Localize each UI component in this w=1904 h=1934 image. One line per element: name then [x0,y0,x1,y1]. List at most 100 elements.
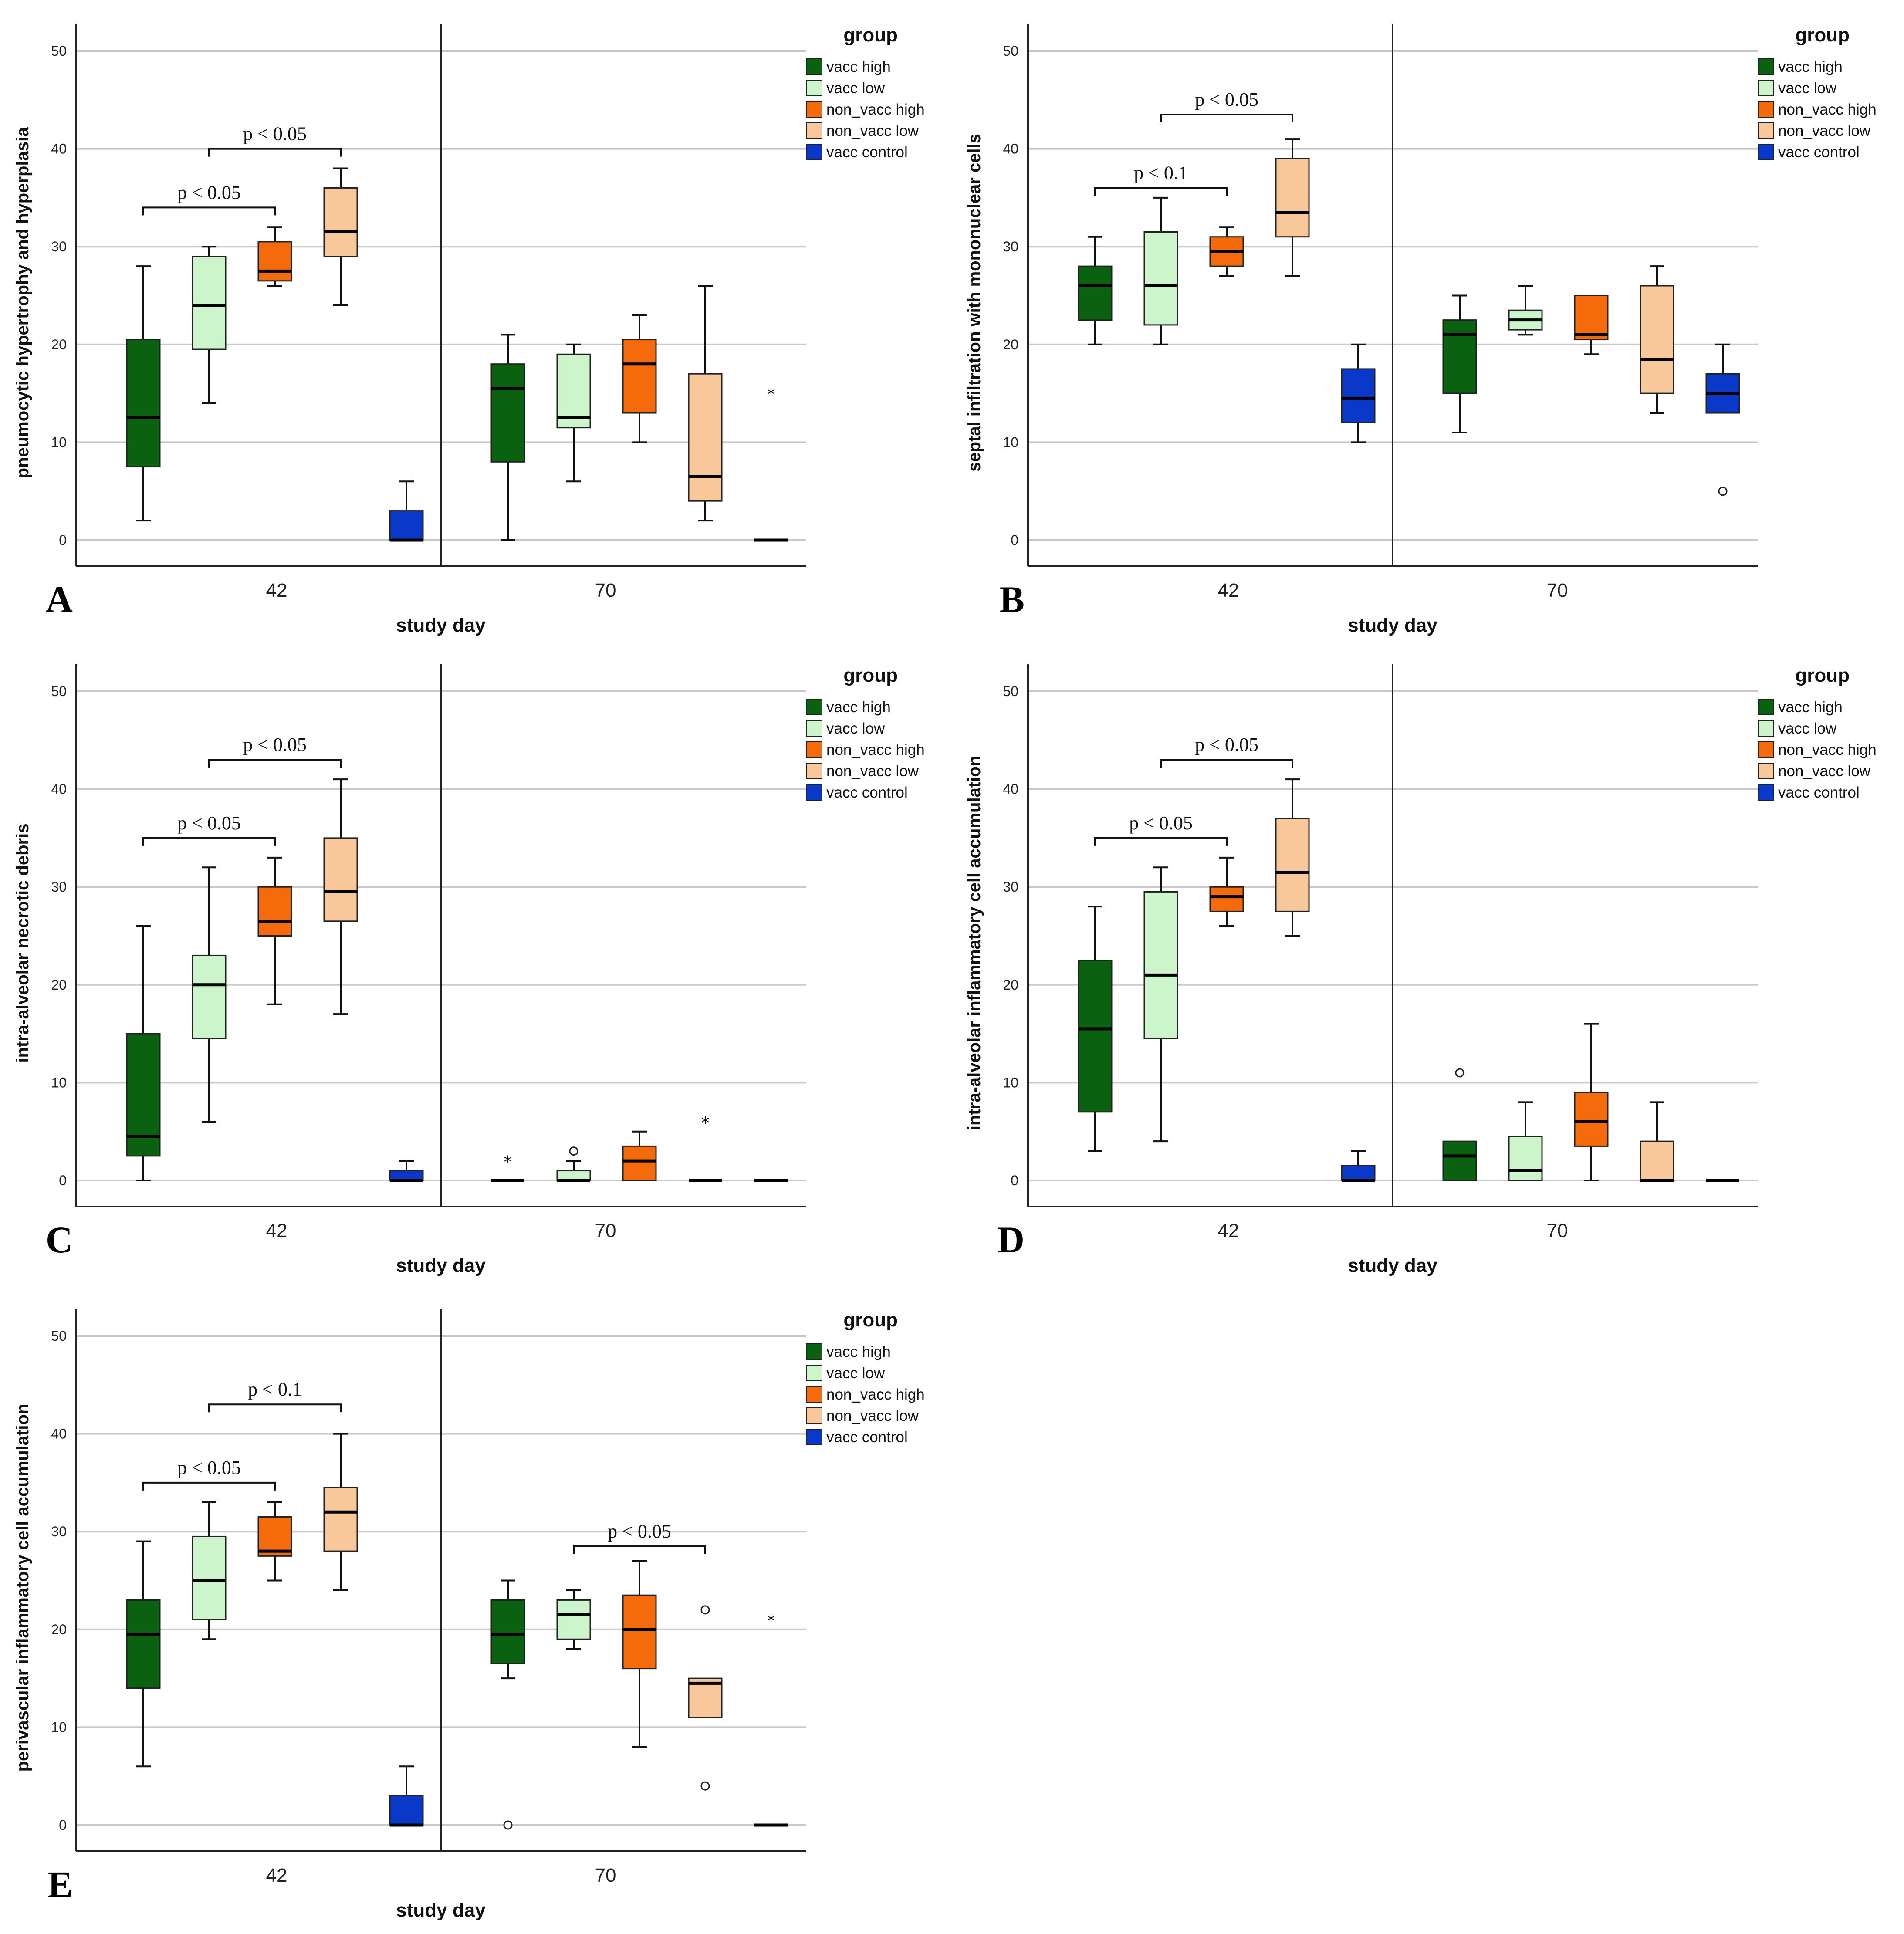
legend-swatch [1758,80,1774,96]
box-body [556,353,591,429]
legend-label: vacc low [826,720,885,737]
box-body [622,1594,657,1670]
box-70-non-vacc-high [1574,295,1609,355]
legend: group vacc high vacc low non_vacc high non_v… [806,1309,925,1446]
y-tick-label: 50 [51,1328,67,1344]
x-tick-label-42: 42 [1218,580,1239,601]
box-70-vacc-low [556,343,591,483]
x-axis-label: study day [1348,615,1437,636]
box-70-vacc-high: * [491,1153,524,1182]
legend-label: non_vacc high [826,101,925,118]
extreme-point: * [504,1153,512,1172]
y-tick-label: 0 [59,1173,67,1188]
panel-a: 0 10 20 30 40 50 42 70 study day pneumocytic hype… [13,24,925,636]
box-42-vacc-control [389,1765,424,1827]
y-tick-label: 0 [1011,532,1018,548]
y-tick-label: 0 [1011,1173,1018,1188]
box-body [622,1145,657,1181]
legend-swatch [1758,101,1774,118]
legend-swatch [806,1386,822,1403]
box-body [126,339,161,468]
box-body [192,954,227,1039]
y-tick-label: 30 [51,879,67,895]
bracket-line [208,759,342,768]
y-tick-label: 20 [51,1622,67,1637]
box-body [192,1535,227,1620]
box-42-non-vacc-low [323,778,358,1015]
outlier-point [700,1781,710,1791]
panel-letter: C [46,1219,73,1261]
outlier-point [503,1820,513,1830]
box-70-vacc-high [1442,1068,1477,1181]
panel-d: 0 10 20 30 40 50 42 70 study day intra-alveolar i… [965,664,1877,1276]
box-body [688,373,723,502]
legend: group vacc high vacc low non_vacc high non_v… [806,665,925,801]
y-tick-label: 30 [51,239,67,254]
panel-c: 0 10 20 30 40 50 42 70 study day intra-alveolar n… [13,664,925,1276]
legend-label: non_vacc high [1778,741,1877,758]
box-70-non-vacc-high [1574,1023,1609,1181]
box-70-vacc-low [1508,285,1543,336]
outlier-point [569,1146,578,1156]
legend-title: group [843,665,898,686]
significance-label: p < 0.05 [177,182,241,203]
legend-swatch [806,1407,822,1424]
significance-label: p < 0.1 [1134,162,1188,183]
bracket-line [1160,759,1293,768]
box-42-non-vacc-high [257,1501,292,1582]
legend-label: vacc high [826,1343,891,1360]
box-42-vacc-high [126,265,161,522]
box-body [1442,1140,1477,1181]
x-tick-label-42: 42 [266,1865,287,1886]
bracket-line [1094,837,1228,846]
y-tick-label: 40 [51,781,67,797]
x-tick-label-42: 42 [266,580,287,601]
box-body [1442,319,1477,394]
significance-label: p < 0.05 [177,1457,241,1478]
legend-swatch [1758,763,1774,779]
legend-label: vacc control [826,1429,908,1446]
box-42-non-vacc-high [257,226,292,287]
y-tick-label: 10 [1003,1075,1018,1090]
box-body [1640,1140,1674,1181]
significance-bracket: p < 0.05 [208,123,342,157]
bracket-line [208,1403,342,1413]
legend-title: group [843,1309,898,1331]
box-body [1508,1136,1543,1181]
legend-swatch [1758,144,1774,160]
box-body [389,510,424,541]
legend-swatch [806,1429,822,1445]
box-body [389,1795,424,1826]
x-axis-label: study day [396,615,486,636]
legend-label: non_vacc low [1778,122,1871,139]
box-70-vacc-high [490,334,525,541]
box-body [323,1487,358,1552]
legend-label: non_vacc high [826,741,925,758]
box-body [323,187,358,257]
legend: group vacc high vacc low non_vacc high non_v… [1758,24,1877,161]
y-tick-label: 0 [59,1817,67,1833]
legend-label: non_vacc high [826,1386,925,1403]
legend-swatch [1758,58,1774,75]
significance-bracket: p < 0.05 [573,1521,706,1554]
box-70-vacc-control: * [754,1611,788,1827]
y-tick-label: 10 [51,434,67,450]
box-42-vacc-low [1143,196,1178,345]
y-axis-label: septal infiltration with mononuclear cel… [965,134,984,472]
significance-bracket: p < 0.05 [1160,89,1293,122]
legend: group vacc high vacc low non_vacc high non_v… [806,24,925,161]
legend-label: vacc high [1778,58,1843,75]
y-tick-label: 0 [59,532,67,548]
significance-bracket: p < 0.05 [142,812,276,846]
box-42-vacc-control [389,1160,424,1182]
box-70-non-vacc-high [622,1560,657,1748]
legend-swatch [806,144,822,160]
box-body [1275,158,1310,238]
box-70-non-vacc-low: * [689,1113,722,1182]
box-42-non-vacc-low [1275,778,1310,937]
box-70-non-vacc-high [622,1130,657,1181]
bracket-line [142,206,276,216]
box-body [1275,818,1310,912]
legend-swatch [1758,784,1774,801]
box-42-non-vacc-low [323,167,358,306]
